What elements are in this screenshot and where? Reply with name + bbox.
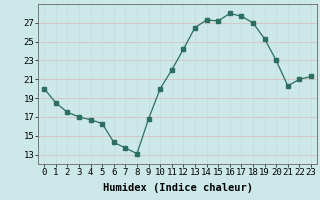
X-axis label: Humidex (Indice chaleur): Humidex (Indice chaleur): [103, 183, 252, 193]
